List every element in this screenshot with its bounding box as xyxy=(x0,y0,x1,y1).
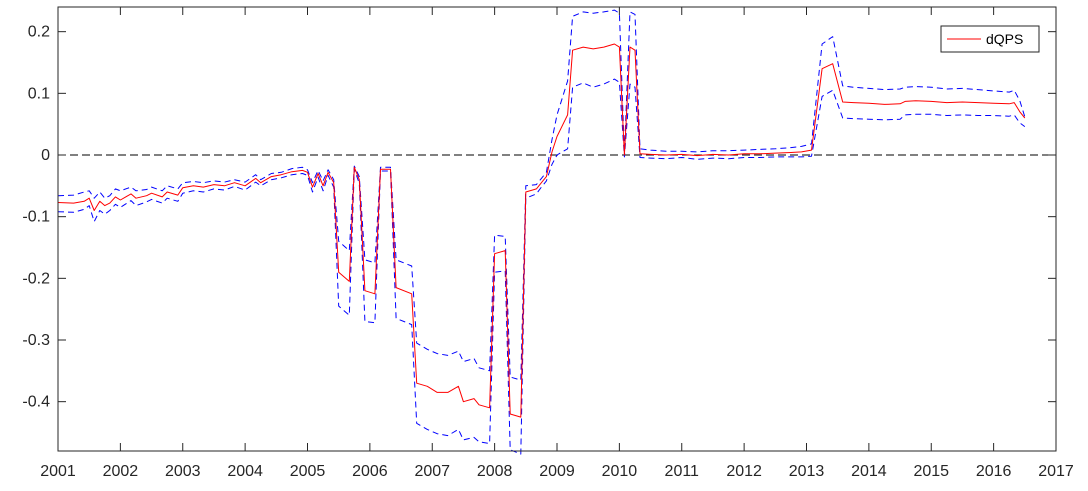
x-tick-label: 2005 xyxy=(290,463,326,480)
y-tick-label: 0 xyxy=(41,147,50,164)
x-tick-label: 2011 xyxy=(665,463,700,480)
legend-label-dqps: dQPS xyxy=(986,31,1023,47)
x-tick-label: 2007 xyxy=(414,463,450,480)
x-tick-label: 2017 xyxy=(1038,463,1074,480)
x-tick-label: 2008 xyxy=(477,463,513,480)
x-tick-label: 2002 xyxy=(103,463,139,480)
series-line-upper-bound xyxy=(57,9,1026,381)
series-layer xyxy=(57,9,1026,455)
y-axis-ticks: 0.2 0.1 0 -0.1 -0.2 -0.3 -0.4 xyxy=(22,24,1056,411)
x-tick-label: 2003 xyxy=(165,463,201,480)
x-tick-label: 2015 xyxy=(913,463,949,480)
y-tick-label: -0.4 xyxy=(22,394,50,411)
plot-background xyxy=(58,7,1056,451)
legend: dQPS xyxy=(940,25,1040,53)
y-tick-label: -0.1 xyxy=(22,209,50,226)
series-line-estimate xyxy=(57,43,1026,418)
x-tick-label: 2010 xyxy=(602,463,638,480)
x-tick-label: 2012 xyxy=(726,463,762,480)
x-tick-label: 2013 xyxy=(789,463,825,480)
x-tick-label: 2016 xyxy=(976,463,1012,480)
x-tick-label: 2006 xyxy=(352,463,388,480)
x-tick-label: 2014 xyxy=(851,463,887,480)
plot-area xyxy=(58,7,1056,451)
y-tick-label: -0.2 xyxy=(22,270,50,287)
y-tick-label: -0.3 xyxy=(22,332,50,349)
series-line-lower-bound xyxy=(57,78,1026,455)
x-tick-label: 2001 xyxy=(40,463,76,480)
x-tick-label: 2004 xyxy=(227,463,263,480)
x-tick-label: 2009 xyxy=(539,463,575,480)
x-axis-ticks: 2001 2002 2003 2004 2005 2006 2007 2008 2009 2010… xyxy=(40,7,1074,480)
y-tick-label: 0.1 xyxy=(28,85,50,102)
y-tick-label: 0.2 xyxy=(28,24,50,41)
